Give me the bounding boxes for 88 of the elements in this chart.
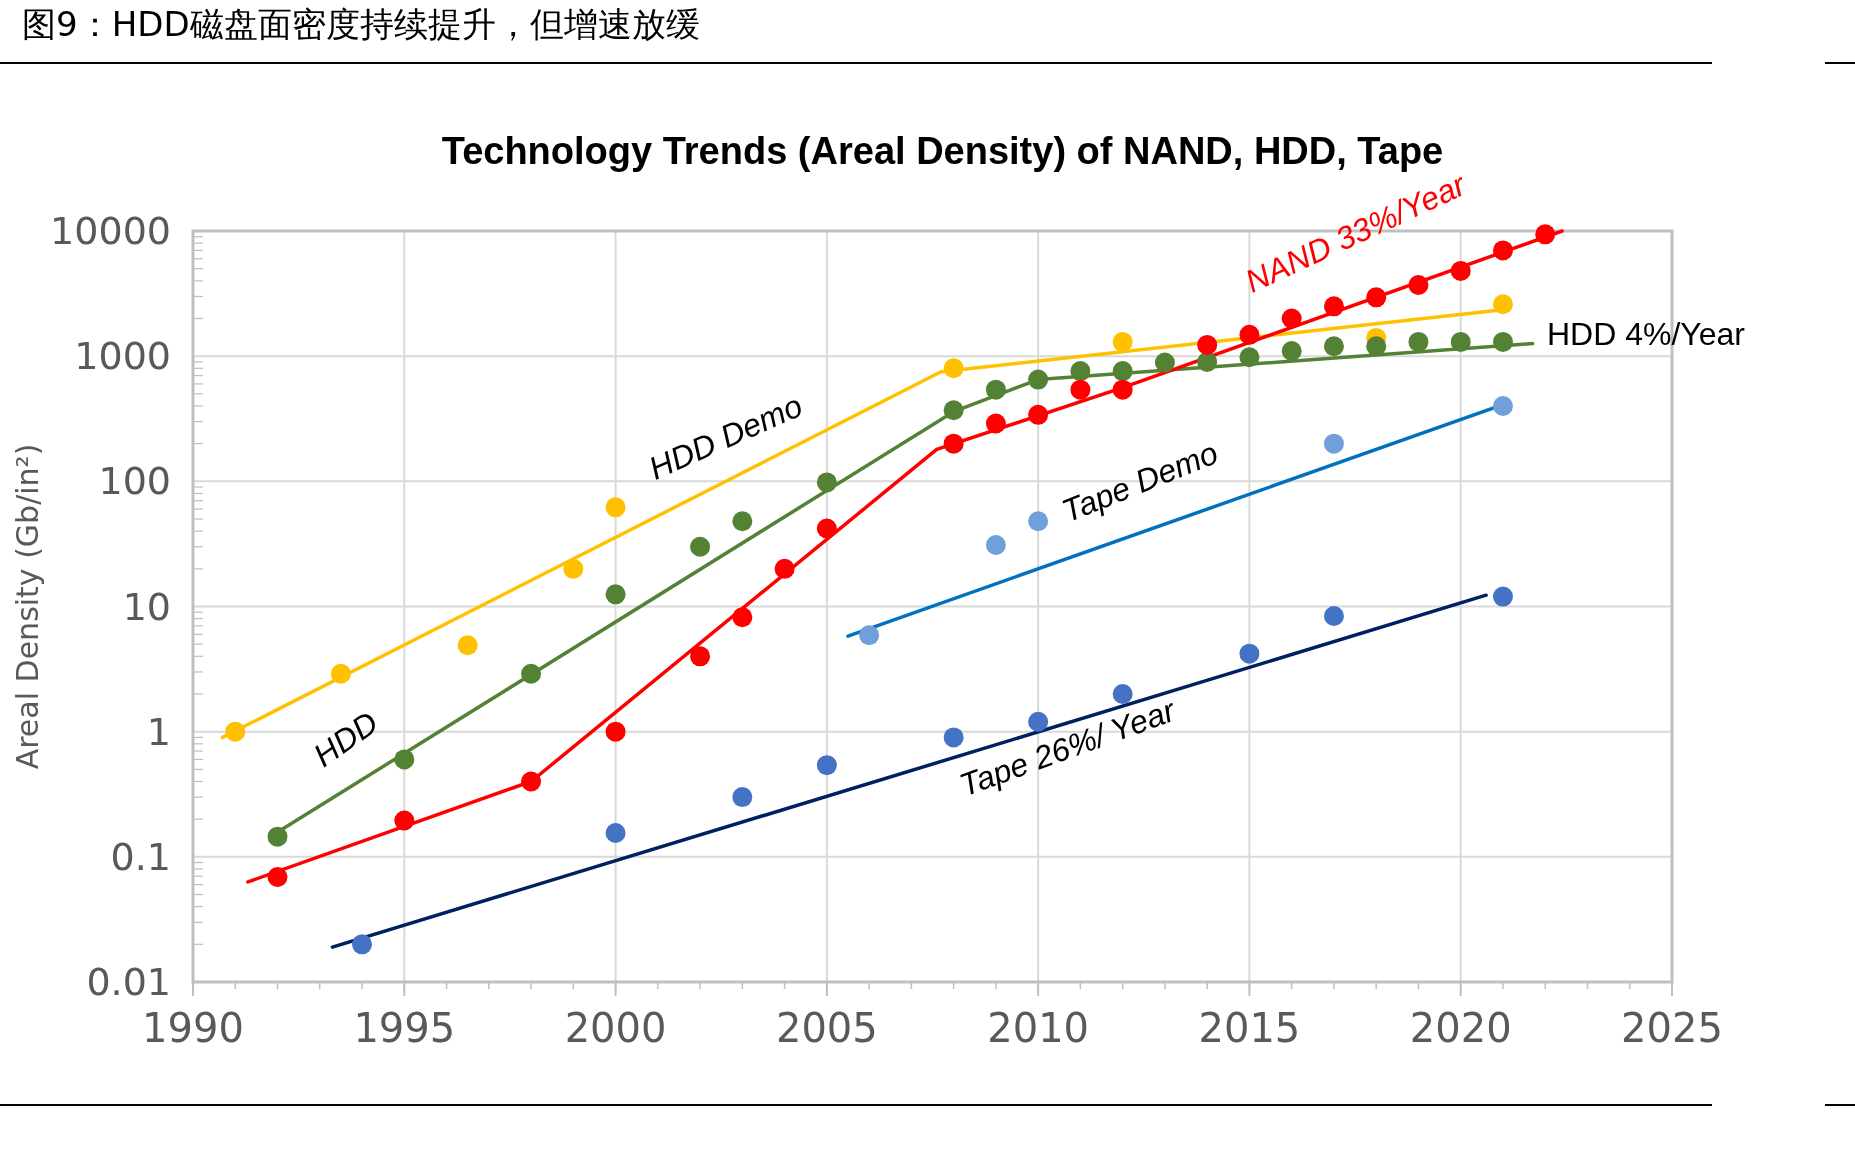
point <box>1492 586 1513 607</box>
point <box>267 867 288 887</box>
point <box>1197 351 1218 372</box>
annotation: Tape Demo <box>1056 434 1223 530</box>
point <box>1450 331 1471 352</box>
point <box>732 607 753 628</box>
point <box>605 721 626 742</box>
point <box>1323 605 1344 626</box>
point <box>816 518 837 539</box>
x-tick-label: 2005 <box>775 1005 878 1051</box>
point <box>816 472 837 493</box>
point <box>605 497 626 518</box>
point <box>732 511 753 532</box>
x-tick-label: 2000 <box>564 1005 667 1051</box>
annotation: HDD <box>306 704 385 774</box>
point <box>943 433 964 454</box>
point <box>1028 369 1049 390</box>
x-tick-label: 1990 <box>142 1005 244 1051</box>
point <box>732 787 753 808</box>
point <box>1323 296 1344 317</box>
point <box>1492 240 1513 261</box>
point <box>267 826 288 847</box>
point <box>943 400 964 421</box>
point <box>774 558 795 579</box>
point <box>1239 347 1260 368</box>
y-tick-label: 1 <box>146 709 171 754</box>
point <box>1154 352 1175 373</box>
point <box>690 536 711 557</box>
point <box>943 727 964 748</box>
point <box>1239 643 1260 664</box>
x-tick-label: 2015 <box>1198 1005 1301 1051</box>
annotation: HDD 4%/Year <box>1547 316 1746 352</box>
point <box>690 646 711 667</box>
point <box>521 771 542 792</box>
point <box>943 358 964 379</box>
y-axis-title: Areal Density (Gb/in²) <box>10 443 45 770</box>
x-tick-label: 1995 <box>353 1005 456 1051</box>
point <box>1366 336 1387 357</box>
y-tick-label: 0.01 <box>86 960 171 1004</box>
point <box>985 413 1006 434</box>
point <box>352 934 373 955</box>
chart-subtitle: Technology Trends (Areal Density) of NAND, HDD, Tape <box>441 130 1444 172</box>
point <box>457 635 478 656</box>
point <box>605 823 626 844</box>
y-tick-label: 100 <box>98 459 171 504</box>
point <box>1323 433 1344 454</box>
x-tick-label: 2010 <box>987 1005 1090 1051</box>
point <box>394 810 415 831</box>
point <box>225 721 246 742</box>
point <box>1323 336 1344 357</box>
point <box>563 558 584 579</box>
point <box>394 749 415 770</box>
point <box>1492 395 1513 416</box>
point <box>985 535 1006 555</box>
annotation: Tape 26%/ Year <box>954 691 1181 804</box>
y-tick-label: 10 <box>122 584 171 629</box>
point <box>1070 379 1091 400</box>
point <box>521 663 542 684</box>
point <box>1028 404 1049 425</box>
point <box>605 584 626 605</box>
point <box>1028 511 1049 532</box>
point <box>1112 379 1133 400</box>
point <box>1239 324 1260 345</box>
point <box>1450 260 1471 281</box>
y-tick-label: 1000 <box>74 334 171 379</box>
point <box>1408 275 1429 296</box>
point <box>330 663 351 684</box>
point <box>816 755 837 776</box>
x-tick-label: 2020 <box>1409 1005 1512 1051</box>
point <box>859 625 880 646</box>
point <box>1112 331 1133 352</box>
x-tick-label: 2025 <box>1621 1005 1723 1051</box>
point <box>1197 334 1218 355</box>
point <box>1281 308 1302 329</box>
point <box>1070 361 1091 382</box>
point <box>1112 361 1133 382</box>
chart-title: 图9：HDD磁盘面密度持续提升，但增速放缓 <box>22 4 700 44</box>
point <box>985 379 1006 400</box>
y-tick-label: 10000 <box>50 209 171 253</box>
point <box>1112 683 1133 704</box>
point <box>1408 331 1429 352</box>
point <box>1492 331 1513 352</box>
point <box>1492 294 1513 315</box>
point <box>1281 340 1302 361</box>
point <box>1535 224 1556 245</box>
y-tick-label: 0.1 <box>110 834 171 879</box>
point <box>1366 287 1387 308</box>
annotation: HDD Demo <box>643 387 808 487</box>
